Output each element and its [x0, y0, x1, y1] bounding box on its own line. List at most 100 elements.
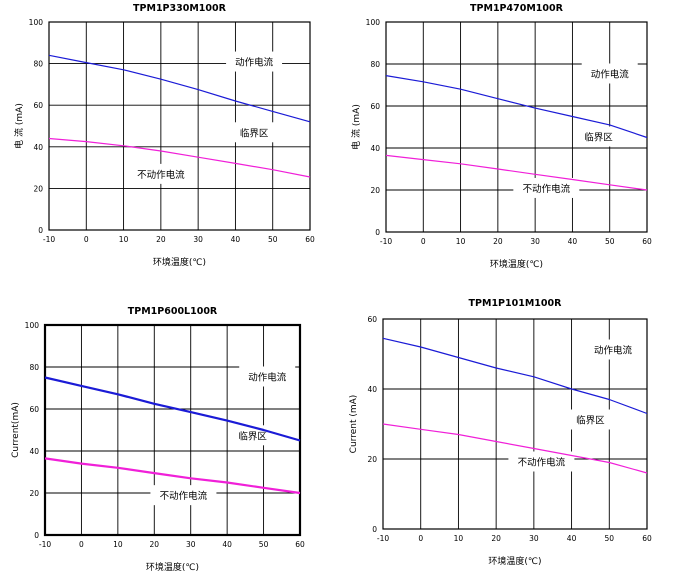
x-tick-label: 0	[79, 540, 84, 549]
x-axis-label: 环境温度(℃)	[490, 258, 543, 270]
chart-title: TPM1P101M100R	[469, 298, 563, 309]
y-tick-label: 80	[33, 60, 43, 69]
y-tick-label: 20	[33, 184, 43, 193]
x-tick-label: 60	[295, 540, 305, 549]
plot-frame	[385, 21, 648, 233]
y-tick-label: 0	[375, 228, 380, 237]
series-line-1	[385, 75, 648, 139]
x-tick-label: 20	[491, 534, 501, 543]
annotation-background	[239, 366, 296, 387]
x-tick-label: 30	[186, 540, 196, 549]
x-tick-label: 10	[119, 235, 129, 244]
x-tick-label: 30	[193, 235, 203, 244]
annotation-label: 不动作电流	[518, 457, 566, 469]
x-tick-label: 30	[530, 237, 540, 246]
x-tick-label: -10	[380, 237, 392, 246]
y-tick-label: 100	[29, 18, 44, 27]
y-tick-label: 40	[370, 144, 380, 153]
series-line-1	[44, 376, 301, 442]
y-axis-label: 电 流 (mA)	[13, 103, 25, 149]
annotation-label: 不动作电流	[137, 169, 185, 181]
x-tick-label: 40	[222, 540, 232, 549]
y-tick-label: 20	[370, 186, 380, 195]
y-tick-label: 80	[370, 60, 380, 69]
plot-frame	[43, 323, 302, 537]
series-line-1	[48, 54, 311, 123]
y-tick-label: 60	[29, 405, 39, 414]
series-line-2	[382, 423, 648, 474]
y-axis-label: 电 流 (mA)	[350, 104, 362, 150]
x-axis-label: 环境温度(℃)	[153, 256, 206, 268]
y-tick-label: 20	[29, 489, 39, 498]
annotation-background	[581, 63, 638, 84]
x-tick-label: 10	[456, 237, 466, 246]
x-tick-label: 60	[305, 235, 315, 244]
x-tick-label: 50	[605, 534, 615, 543]
annotation-background	[127, 163, 194, 184]
y-tick-label: 40	[33, 143, 43, 152]
annotation-label: 临界区	[238, 430, 267, 442]
series-line-2	[385, 154, 648, 191]
x-tick-label: -10	[377, 534, 389, 543]
y-tick-label: 100	[25, 321, 40, 330]
x-tick-label: 0	[84, 235, 89, 244]
y-tick-label: 60	[370, 102, 380, 111]
x-tick-label: 50	[605, 237, 615, 246]
chart-title: TPM1P470M100R	[470, 3, 564, 14]
plot-frame	[48, 21, 311, 231]
annotation-background	[575, 126, 622, 147]
x-tick-label: 20	[156, 235, 166, 244]
y-axis-label: Current(mA)	[11, 402, 21, 458]
x-tick-label: 20	[493, 237, 503, 246]
annotation-background	[585, 339, 642, 360]
annotation-label: 临界区	[584, 132, 613, 144]
y-tick-label: 20	[367, 455, 377, 464]
x-tick-label: 60	[642, 237, 652, 246]
y-tick-label: 0	[34, 531, 39, 540]
x-tick-label: 50	[259, 540, 269, 549]
x-axis-label: 环境温度(℃)	[488, 555, 541, 567]
x-tick-label: 40	[567, 534, 577, 543]
y-axis-label: Current (mA)	[349, 395, 359, 454]
chart-title: TPM1P330M100R	[133, 3, 227, 14]
annotation-label: 动作电流	[248, 372, 287, 384]
annotation-label: 不动作电流	[160, 490, 208, 502]
annotation-background	[226, 51, 283, 72]
annotation-label: 临界区	[576, 415, 605, 427]
series-line-2	[48, 137, 311, 178]
annotation-background	[567, 409, 614, 430]
annotation-background	[231, 122, 278, 143]
series-line-1	[382, 337, 648, 415]
x-tick-label: 20	[150, 540, 160, 549]
y-tick-label: 80	[29, 363, 39, 372]
x-tick-label: 60	[642, 534, 652, 543]
annotation-label: 不动作电流	[523, 183, 571, 195]
y-tick-label: 60	[367, 315, 377, 324]
annotation-background	[513, 177, 580, 198]
x-tick-label: 0	[421, 237, 426, 246]
y-tick-label: 0	[372, 525, 377, 534]
x-tick-label: 40	[231, 235, 241, 244]
x-tick-label: 50	[268, 235, 278, 244]
y-tick-label: 40	[367, 385, 377, 394]
annotation-label: 动作电流	[235, 57, 274, 69]
annotation-background	[150, 485, 217, 506]
x-tick-label: -10	[43, 235, 55, 244]
y-tick-label: 100	[366, 18, 381, 27]
series-line-2	[44, 457, 301, 495]
y-tick-label: 60	[33, 101, 43, 110]
x-tick-label: 30	[529, 534, 539, 543]
x-axis-label: 环境温度(℃)	[146, 561, 199, 573]
x-tick-label: 0	[418, 534, 423, 543]
y-tick-label: 0	[38, 226, 43, 235]
annotation-label: 动作电流	[591, 69, 630, 81]
y-tick-label: 40	[29, 447, 39, 456]
annotation-label: 动作电流	[594, 345, 633, 357]
annotation-background	[508, 451, 575, 472]
x-tick-label: 10	[113, 540, 123, 549]
chart-title: TPM1P600L100R	[128, 306, 218, 317]
